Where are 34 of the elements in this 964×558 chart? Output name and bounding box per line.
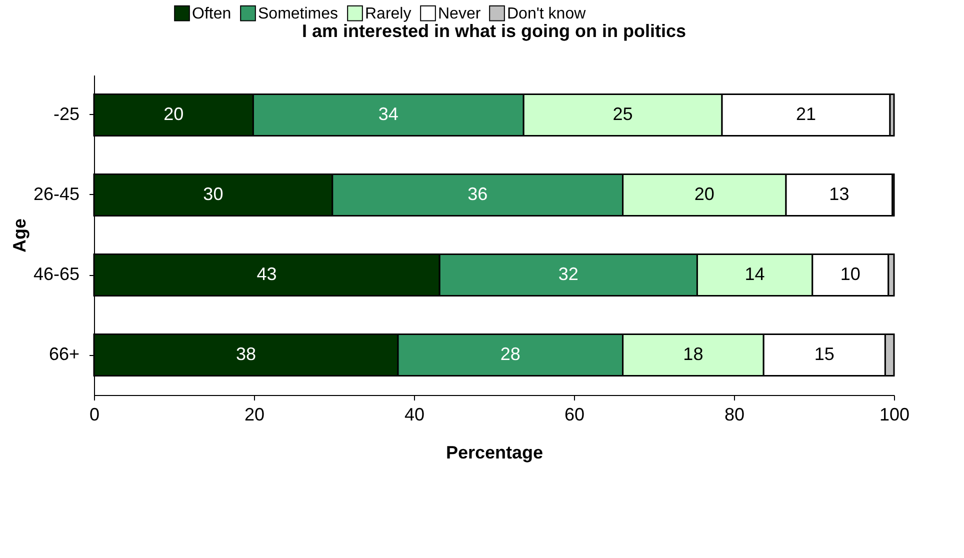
y-axis-title: Age — [9, 218, 30, 253]
legend-label: Sometimes — [258, 5, 338, 22]
x-axis-title: Percentage — [446, 442, 544, 462]
legend-label: Never — [438, 5, 482, 22]
y-tick-label: 26-45 — [33, 184, 80, 204]
data-label: 20 — [694, 184, 714, 204]
data-label: 34 — [378, 104, 398, 124]
x-tick-label: 20 — [244, 404, 265, 424]
legend-label: Often — [192, 5, 232, 22]
data-label: 18 — [683, 344, 704, 364]
y-tick-label: 66+ — [48, 344, 80, 364]
data-label: 20 — [164, 104, 184, 124]
chart-title: I am interested in what is going on in politics — [302, 21, 686, 41]
data-label: 14 — [744, 264, 765, 284]
legend-label: Rarely — [365, 5, 412, 22]
x-tick-label: 100 — [879, 404, 910, 424]
y-tick-label: 46-65 — [33, 264, 80, 284]
data-label: 21 — [796, 104, 816, 124]
legend-label: Don't know — [507, 5, 586, 22]
x-tick-label: 80 — [724, 404, 745, 424]
data-label: 30 — [203, 184, 224, 204]
data-label: 15 — [814, 344, 834, 364]
x-tick-label: 0 — [89, 404, 100, 424]
x-tick-label: 60 — [564, 404, 585, 424]
data-label: 10 — [840, 264, 860, 284]
y-tick-label: -25 — [53, 104, 80, 124]
data-label: 13 — [829, 184, 850, 204]
data-label: 32 — [558, 264, 578, 284]
data-label: 43 — [256, 264, 277, 284]
data-label: 36 — [468, 184, 488, 204]
data-label: 38 — [236, 344, 256, 364]
data-label: 25 — [612, 104, 633, 124]
x-tick-label: 40 — [404, 404, 425, 424]
data-label: 28 — [500, 344, 520, 364]
